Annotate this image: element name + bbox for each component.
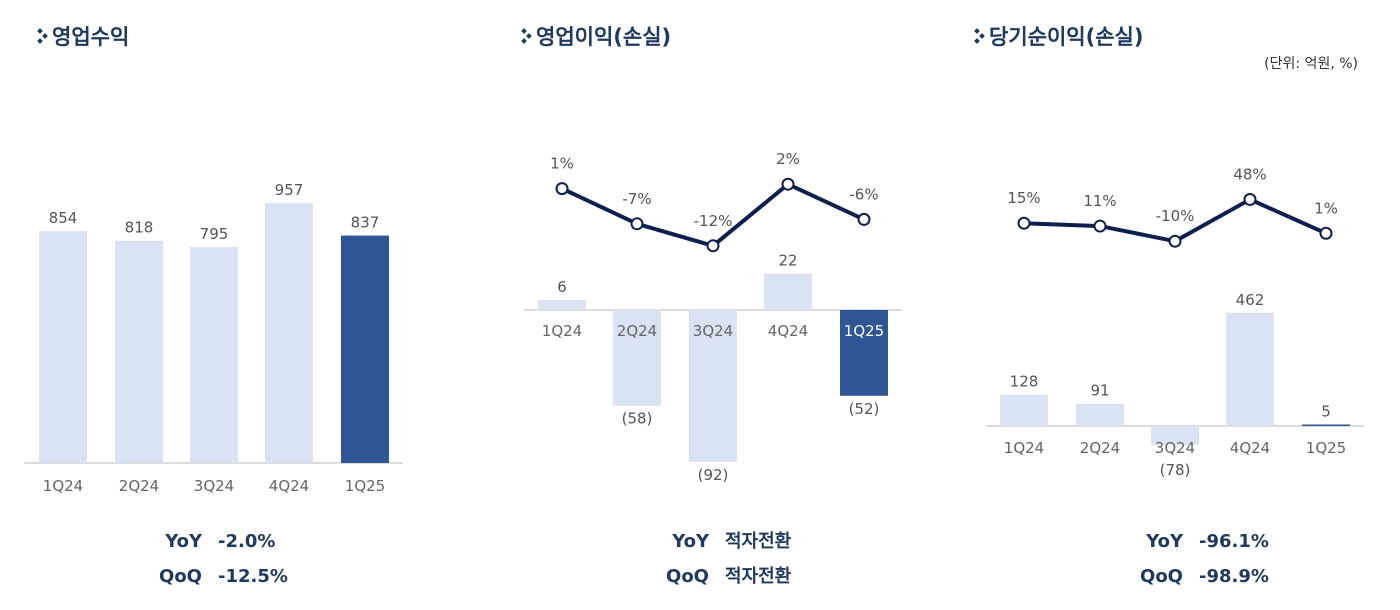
margin-label-1Q25: -6% bbox=[849, 185, 878, 203]
yoy-value: -2.0% bbox=[218, 531, 275, 552]
data-label-4Q24: 462 bbox=[1236, 291, 1265, 309]
margin-label-2Q24: -7% bbox=[622, 190, 651, 208]
data-label-2Q24: (58) bbox=[622, 410, 653, 428]
data-label-2Q24: 818 bbox=[125, 219, 154, 237]
qoq-label: QoQ bbox=[666, 566, 709, 587]
data-label-1Q25: 837 bbox=[351, 214, 380, 232]
qoq-label: QoQ bbox=[159, 566, 202, 587]
diamond-bullet-icon bbox=[37, 28, 48, 44]
category-label-2Q24: 2Q24 bbox=[1080, 439, 1120, 457]
bar-1Q25 bbox=[341, 235, 389, 463]
data-label-1Q24: 128 bbox=[1010, 373, 1039, 391]
bar-1Q25 bbox=[840, 310, 888, 396]
category-label-1Q24: 1Q24 bbox=[542, 322, 582, 340]
bar-4Q24 bbox=[764, 273, 812, 310]
margin-label-1Q25: 1% bbox=[1314, 199, 1338, 217]
data-label-1Q24: 6 bbox=[557, 278, 567, 296]
margin-point-1Q24 bbox=[555, 182, 569, 196]
bar-3Q24 bbox=[689, 310, 737, 462]
chart-title: 영업수익 bbox=[52, 25, 129, 49]
margin-point-2Q24 bbox=[630, 217, 644, 231]
yoy-value: 적자전환 bbox=[725, 530, 792, 552]
data-label-4Q24: 22 bbox=[778, 252, 797, 270]
margin-point-4Q24 bbox=[1243, 192, 1257, 206]
bar-1Q24 bbox=[1000, 394, 1048, 426]
margin-label-3Q24: -12% bbox=[694, 212, 733, 230]
bar-3Q24 bbox=[1151, 426, 1199, 446]
margin-label-4Q24: 2% bbox=[776, 150, 800, 168]
category-label-4Q24: 4Q24 bbox=[768, 322, 808, 340]
category-label-1Q24: 1Q24 bbox=[43, 477, 83, 495]
chart-title: 당기순이익(손실) bbox=[989, 25, 1143, 49]
data-label-3Q24: (78) bbox=[1160, 461, 1191, 479]
data-label-3Q24: (92) bbox=[698, 466, 729, 484]
bar-2Q24 bbox=[1076, 403, 1124, 426]
yoy-label: YoY bbox=[671, 531, 710, 552]
margin-point-1Q24 bbox=[1017, 216, 1031, 230]
bar-4Q24 bbox=[265, 202, 313, 463]
category-label-4Q24: 4Q24 bbox=[269, 477, 309, 495]
data-label-4Q24: 957 bbox=[275, 181, 304, 199]
category-label-2Q24: 2Q24 bbox=[119, 477, 159, 495]
margin-point-4Q24 bbox=[781, 177, 795, 191]
margin-label-1Q24: 15% bbox=[1007, 189, 1040, 207]
unit-note: (단위: 억원, %) bbox=[1264, 56, 1358, 72]
category-label-1Q25: 1Q25 bbox=[1306, 439, 1346, 457]
data-label-1Q25: (52) bbox=[849, 400, 880, 418]
margin-point-3Q24 bbox=[1168, 234, 1182, 248]
qoq-value: -12.5% bbox=[218, 566, 288, 587]
margin-label-3Q24: -10% bbox=[1156, 207, 1195, 225]
bar-2Q24 bbox=[613, 310, 661, 406]
bar-1Q24 bbox=[538, 300, 586, 310]
yoy-label: YoY bbox=[164, 531, 203, 552]
margin-point-1Q25 bbox=[1319, 226, 1333, 240]
chart-panel-2: 영업이익(손실) 6 1Q24 (58) 2Q24 (92) 3Q24 22 4Q24 (52) 1… bbox=[521, 25, 902, 587]
diamond-bullet-icon bbox=[521, 28, 532, 44]
yoy-value: -96.1% bbox=[1199, 531, 1269, 552]
qoq-value: 적자전환 bbox=[725, 565, 792, 587]
category-label-1Q24: 1Q24 bbox=[1004, 439, 1044, 457]
yoy-label: YoY bbox=[1145, 531, 1184, 552]
chart-panel-3: 당기순이익(손실) 128 1Q24 91 2Q24 (78) 3Q24 462 4Q24 5 1Q… bbox=[974, 25, 1364, 587]
data-label-1Q25: 5 bbox=[1321, 403, 1331, 421]
bar-4Q24 bbox=[1226, 312, 1274, 426]
data-label-3Q24: 795 bbox=[200, 225, 229, 243]
margin-point-2Q24 bbox=[1093, 219, 1107, 233]
data-label-2Q24: 91 bbox=[1090, 382, 1109, 400]
category-label-1Q25: 1Q25 bbox=[844, 322, 884, 340]
qoq-value: -98.9% bbox=[1199, 566, 1269, 587]
category-label-2Q24: 2Q24 bbox=[617, 322, 657, 340]
category-label-1Q25: 1Q25 bbox=[345, 477, 385, 495]
margin-point-3Q24 bbox=[706, 239, 720, 253]
bar-2Q24 bbox=[115, 240, 163, 463]
margin-label-4Q24: 48% bbox=[1233, 165, 1266, 183]
category-label-3Q24: 3Q24 bbox=[693, 322, 733, 340]
margin-label-1Q24: 1% bbox=[550, 155, 574, 173]
bar-1Q25 bbox=[1302, 424, 1350, 426]
category-label-3Q24: 3Q24 bbox=[194, 477, 234, 495]
bar-3Q24 bbox=[190, 246, 238, 463]
qoq-label: QoQ bbox=[1140, 566, 1183, 587]
category-label-4Q24: 4Q24 bbox=[1230, 439, 1270, 457]
bar-1Q24 bbox=[39, 230, 87, 463]
data-label-1Q24: 854 bbox=[49, 209, 78, 227]
margin-label-2Q24: 11% bbox=[1083, 192, 1116, 210]
chart-title: 영업이익(손실) bbox=[536, 25, 671, 49]
category-label-3Q24: 3Q24 bbox=[1155, 439, 1195, 457]
chart-panel-1: 영업수익 854 1Q24 818 2Q24 795 3Q24 957 4Q24 837 1Q25 Y… bbox=[24, 25, 403, 587]
margin-point-1Q25 bbox=[857, 212, 871, 226]
diamond-bullet-icon bbox=[974, 28, 985, 44]
